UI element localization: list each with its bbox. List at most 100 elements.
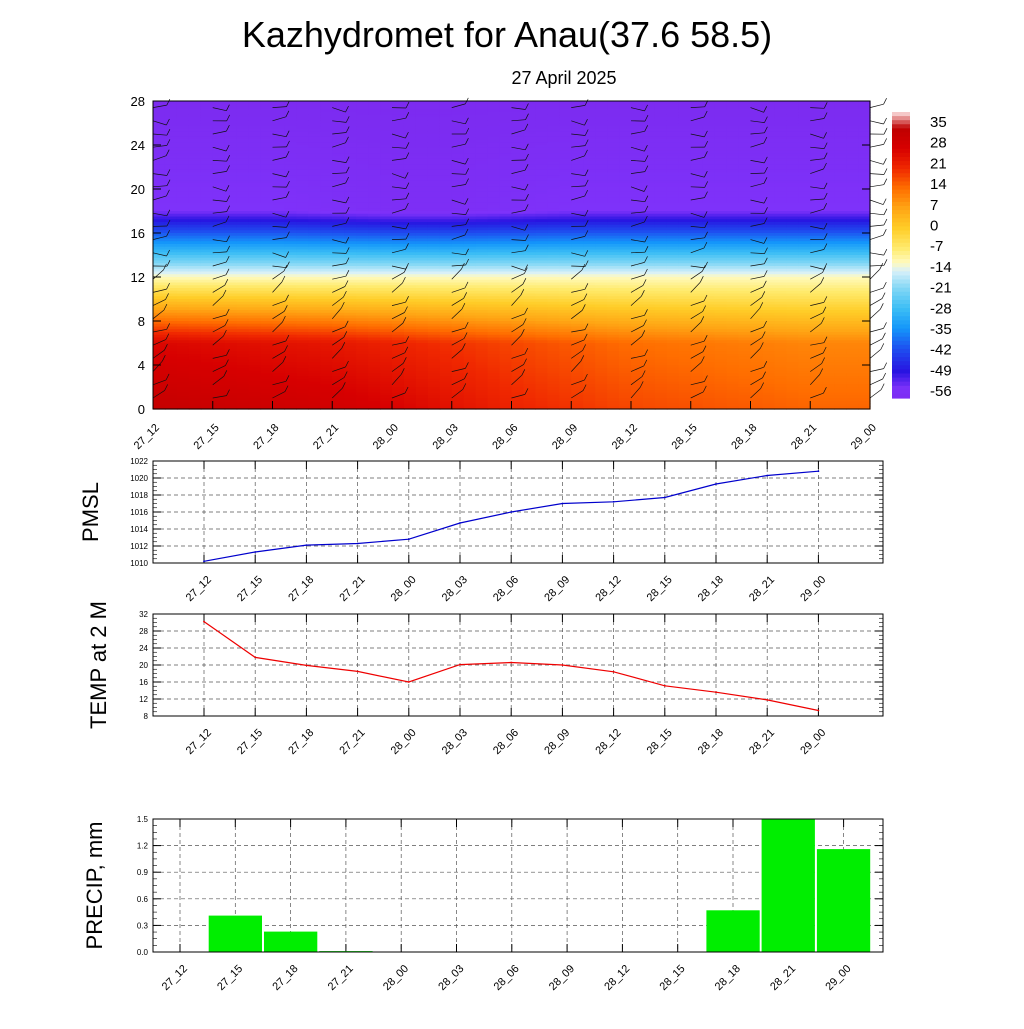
heatmap-cell <box>260 323 274 328</box>
heatmap-cell <box>571 389 584 394</box>
heatmap-cell <box>427 103 441 108</box>
heatmap-cell <box>296 359 309 363</box>
heatmap-cell <box>559 153 572 157</box>
heatmap-cell <box>392 180 405 185</box>
heatmap-cell <box>427 114 441 119</box>
heatmap-cell <box>487 128 501 132</box>
heatmap-cell <box>368 260 381 264</box>
heatmap-cell <box>451 233 465 237</box>
heatmap-cell <box>535 318 548 322</box>
heatmap-cell <box>559 142 572 146</box>
heatmap-cell <box>356 128 369 132</box>
heatmap-cell <box>188 293 202 297</box>
heatmap-cell <box>547 384 560 388</box>
heatmap-cell <box>403 230 417 234</box>
heatmap-cell <box>368 406 381 410</box>
heatmap-cell <box>403 219 417 223</box>
heatmap-cell <box>272 384 286 388</box>
heatmap-cell <box>344 147 357 152</box>
heatmap-cell <box>320 109 333 113</box>
heatmap-cell <box>320 252 333 256</box>
heatmap-cell <box>164 370 178 374</box>
heatmap-cell <box>284 290 297 295</box>
heatmap-cell <box>451 150 465 154</box>
heatmap-cell <box>583 370 596 374</box>
heatmap-cell <box>487 175 501 179</box>
heatmap-cell <box>344 109 357 113</box>
heatmap-cell <box>427 326 441 330</box>
heatmap-cell <box>571 178 584 182</box>
heatmap-cell <box>415 400 429 405</box>
heatmap-cell <box>427 260 441 264</box>
heatmap-cell <box>511 321 525 325</box>
heatmap-cell <box>356 252 369 256</box>
heatmap-cell <box>583 392 596 396</box>
heatmap-cell <box>260 222 274 226</box>
heatmap-cell <box>188 224 202 229</box>
heatmap-cell <box>260 359 274 363</box>
heatmap-cell <box>535 400 548 405</box>
heatmap-cell <box>571 362 584 366</box>
heatmap-cell <box>499 296 513 300</box>
heatmap-cell <box>272 376 286 380</box>
heatmap-cell <box>511 101 525 105</box>
heatmap-cell <box>439 109 453 113</box>
heatmap-cell <box>188 222 202 226</box>
heatmap-cell <box>356 131 369 135</box>
heatmap-cell <box>415 263 429 267</box>
heatmap-cell <box>332 172 345 176</box>
heatmap-cell <box>224 290 238 295</box>
heatmap-cell <box>535 180 548 185</box>
heatmap-cell <box>547 150 560 154</box>
heatmap-cell <box>308 131 321 135</box>
heatmap-cell <box>559 290 572 295</box>
heatmap-cell <box>463 219 477 223</box>
heatmap-cell <box>260 279 274 284</box>
heatmap-cell <box>487 114 501 119</box>
heatmap-cell <box>200 235 214 240</box>
heatmap-cell <box>224 255 238 259</box>
heatmap-cell <box>284 263 297 267</box>
heatmap-cell <box>415 219 429 223</box>
heatmap-cell <box>571 136 584 141</box>
heatmap-cell <box>344 136 357 141</box>
heatmap-cell <box>439 205 453 209</box>
heatmap-cell <box>224 216 238 220</box>
heatmap-cell <box>344 260 357 264</box>
heatmap-cell <box>320 403 333 407</box>
heatmap-cell <box>308 343 321 347</box>
heatmap-cell <box>356 224 369 229</box>
heatmap-cell <box>224 106 238 110</box>
heatmap-cell <box>415 186 429 190</box>
heatmap-cell <box>212 169 226 174</box>
heatmap-cell <box>236 101 250 105</box>
heatmap-cell <box>380 216 393 220</box>
heatmap-cell <box>463 169 477 174</box>
heatmap-cell <box>380 378 393 383</box>
heatmap-cell <box>487 337 501 341</box>
heatmap-cell <box>344 222 357 226</box>
heatmap-cell <box>308 208 321 212</box>
heatmap-cell <box>523 406 536 410</box>
heatmap-cell <box>583 367 596 372</box>
heatmap-cell <box>439 403 453 407</box>
heatmap-cell <box>200 123 214 127</box>
heatmap-cell <box>344 395 357 399</box>
heatmap-cell <box>260 178 274 182</box>
heatmap-cell <box>153 362 166 366</box>
heatmap-cell <box>212 194 226 198</box>
heatmap-cell <box>284 211 297 215</box>
heatmap-cell <box>535 392 548 396</box>
heatmap-cell <box>451 279 465 284</box>
heatmap-cell <box>499 249 513 253</box>
heatmap-cell <box>547 351 560 355</box>
heatmap-cell <box>320 296 333 300</box>
heatmap-cell <box>535 249 548 253</box>
heatmap-cell <box>260 403 274 407</box>
heatmap-cell <box>212 329 226 333</box>
heatmap-cell <box>224 367 238 372</box>
heatmap-cell <box>308 268 321 273</box>
heatmap-cell <box>200 208 214 212</box>
heatmap-cell <box>392 131 405 135</box>
heatmap-cell <box>427 373 441 377</box>
